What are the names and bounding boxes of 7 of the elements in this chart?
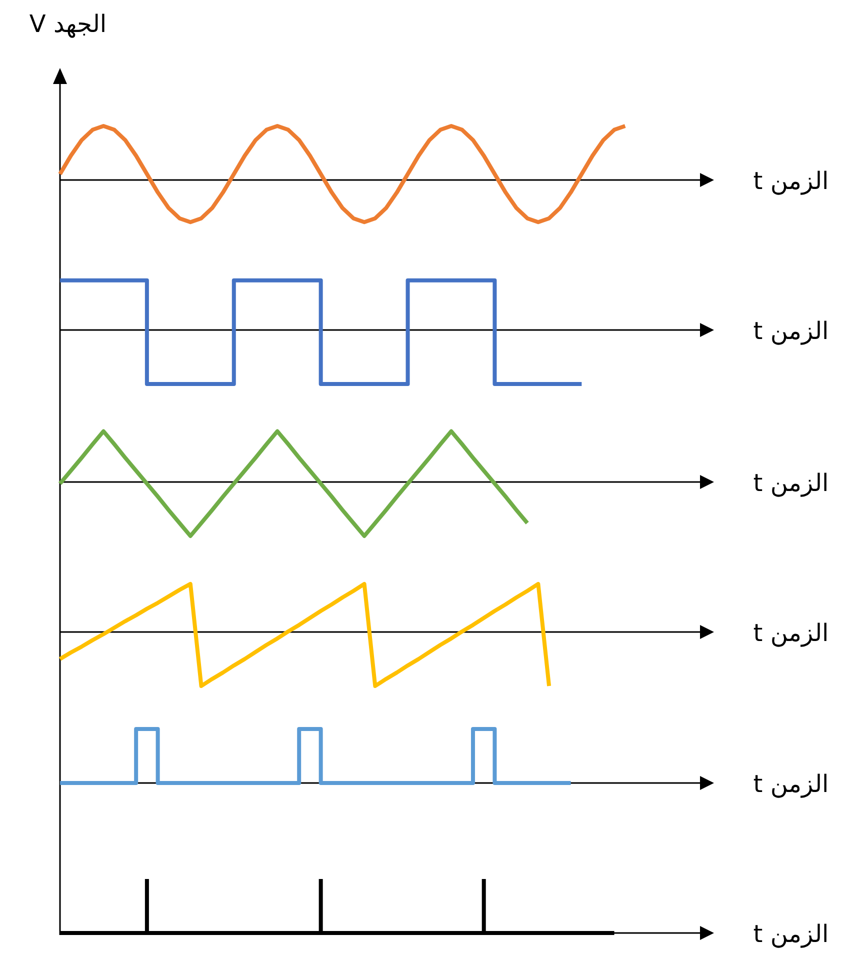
y-axis-title: الجهد V (29, 10, 107, 38)
x-axis-title: الزمن t (753, 770, 829, 798)
x-axis-title: الزمن t (753, 469, 829, 497)
x-axis-title: الزمن t (753, 167, 829, 195)
x-axis-title: الزمن t (753, 920, 829, 948)
x-axis-title: الزمن t (753, 317, 829, 345)
x-axis-title: الزمن t (753, 619, 829, 647)
